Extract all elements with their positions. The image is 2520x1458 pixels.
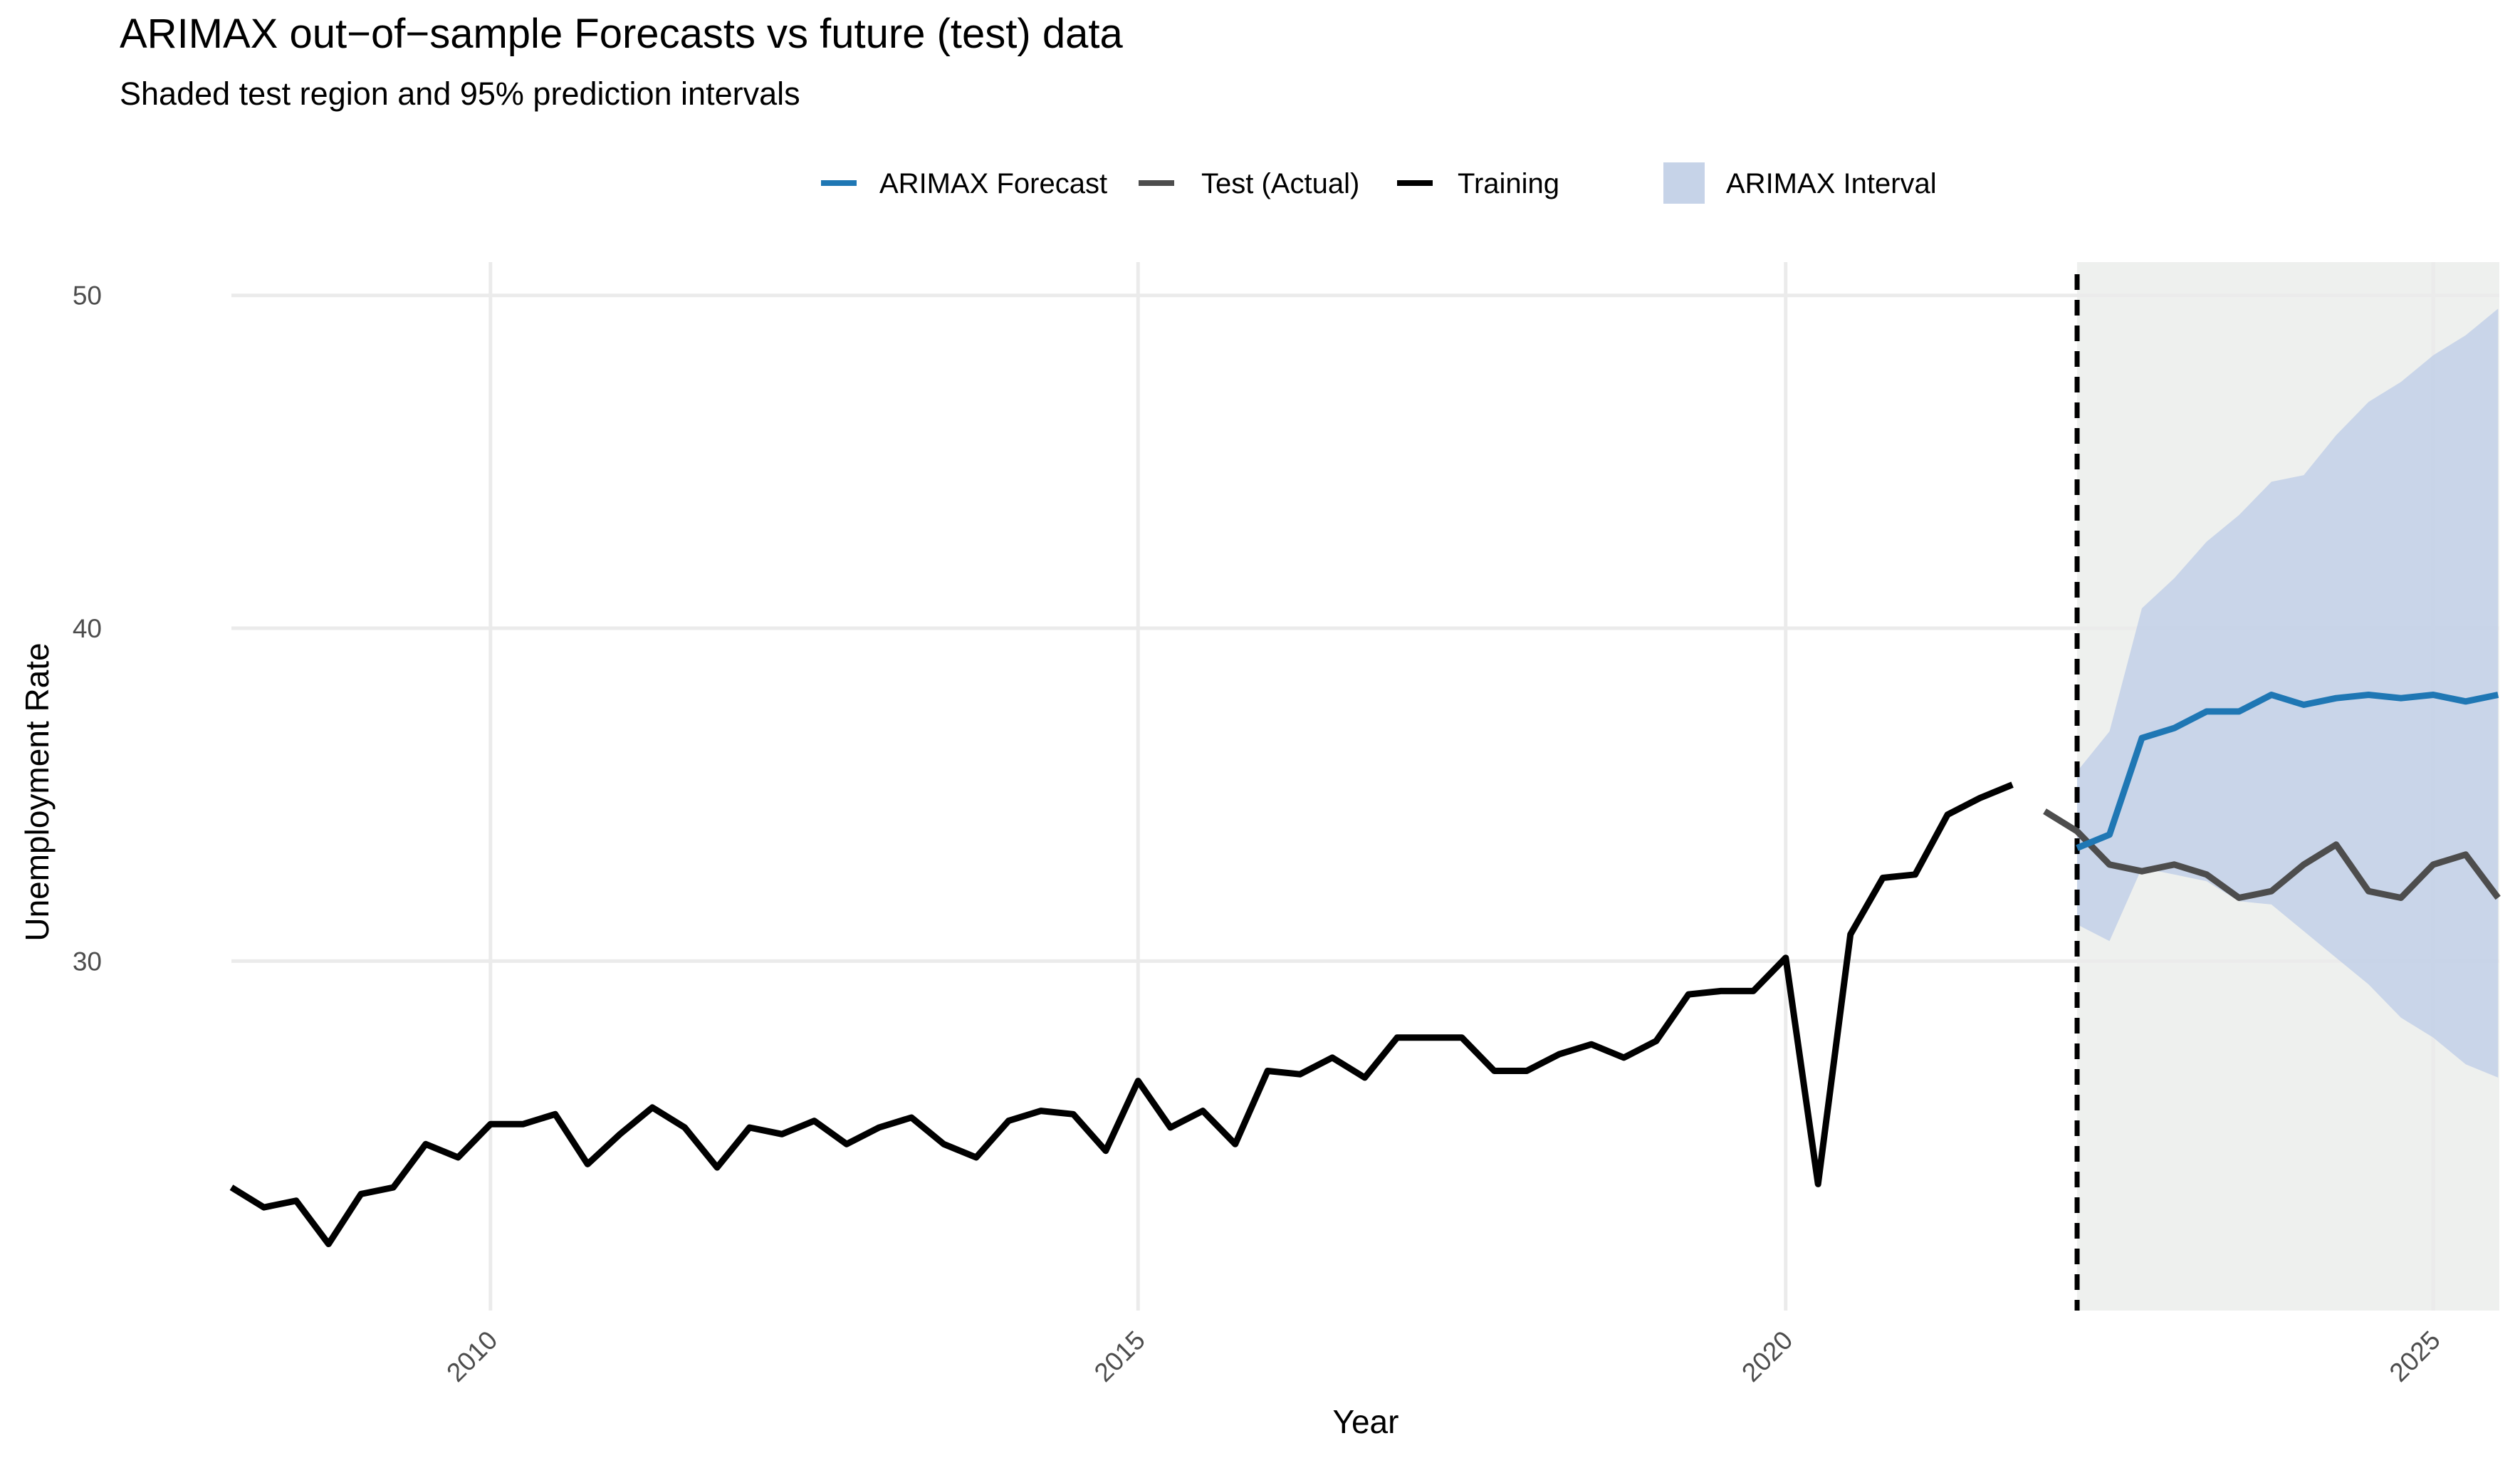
- x-axis-title: Year: [1333, 1403, 1399, 1440]
- legend-key-interval: [1663, 162, 1705, 204]
- series-layer: [229, 692, 2501, 1247]
- interval-band: [2077, 308, 2499, 1078]
- chart-title: ARIMAX out−of−sample Forecasts vs future…: [120, 11, 1123, 57]
- legend-label-training: Training: [1458, 168, 1559, 199]
- x-tick-label: 2025: [2384, 1326, 2446, 1387]
- x-axis-ticks: 2010 2015 2020 2025: [441, 1326, 2446, 1387]
- x-tick-label: 2010: [441, 1326, 503, 1387]
- legend: ARIMAX Forecast Test (Actual) Training A…: [821, 162, 1937, 204]
- x-tick-label: 2020: [1736, 1326, 1798, 1387]
- interval-layer: [2077, 308, 2499, 1078]
- legend-label-interval: ARIMAX Interval: [1726, 168, 1937, 199]
- series-line-training: [229, 781, 2014, 1247]
- chart-subtitle: Shaded test region and 95% prediction in…: [120, 75, 800, 112]
- y-axis-ticks: 30 40 50: [73, 281, 102, 977]
- y-tick-label: 30: [73, 947, 102, 976]
- y-axis-title: Unemployment Rate: [19, 642, 56, 941]
- series-line-arimax-forecast: [2076, 692, 2499, 851]
- series-line-test-actual: [2043, 808, 2501, 901]
- y-tick-label: 40: [73, 614, 102, 643]
- legend-label-forecast: ARIMAX Forecast: [879, 168, 1107, 199]
- x-tick-label: 2015: [1089, 1326, 1151, 1387]
- y-tick-label: 50: [73, 281, 102, 311]
- legend-label-test: Test (Actual): [1201, 168, 1359, 199]
